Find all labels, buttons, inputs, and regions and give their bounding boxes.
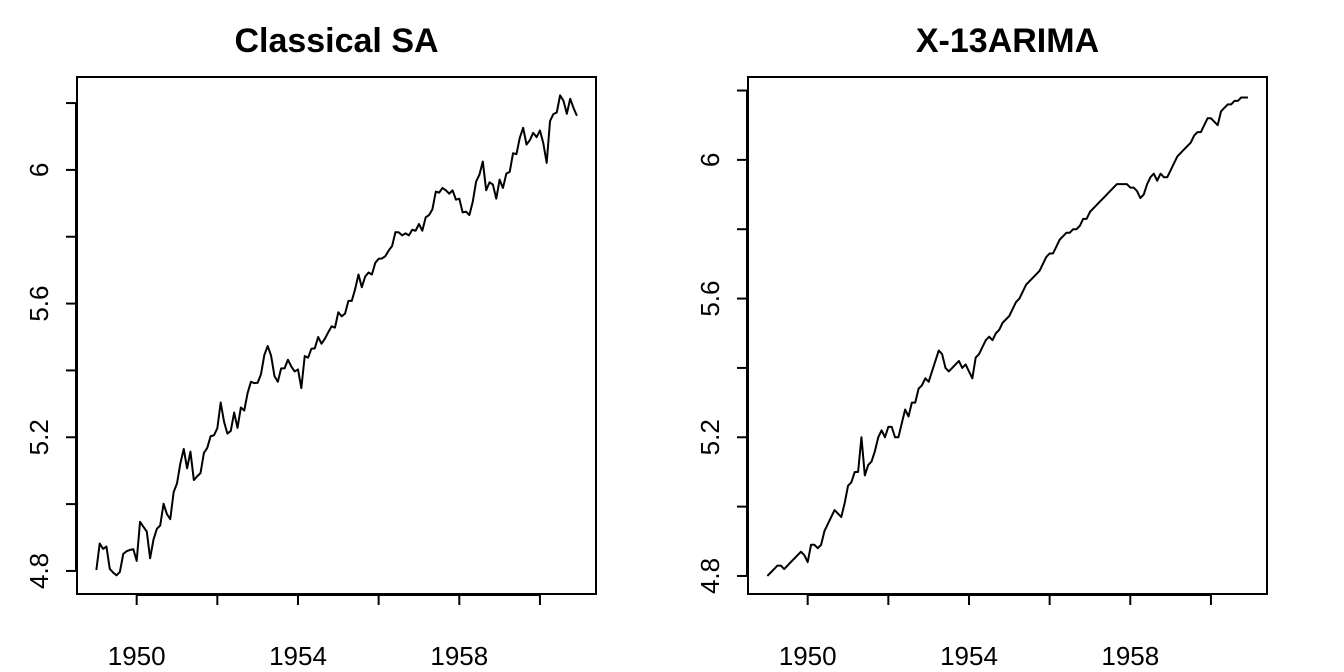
chart-title: Classical SA bbox=[234, 22, 438, 60]
y-tick-label: 4.8 bbox=[24, 553, 54, 589]
x-tick-label: 1954 bbox=[940, 641, 998, 671]
y-tick-label: 5.6 bbox=[695, 280, 725, 316]
x-tick-label: 1958 bbox=[1101, 641, 1159, 671]
y-tick-label: 5.2 bbox=[24, 419, 54, 455]
plot-frame bbox=[76, 76, 597, 595]
x-tick-label: 1958 bbox=[430, 641, 488, 671]
x-tick-label: 1950 bbox=[108, 641, 166, 671]
y-tick-label: 5.6 bbox=[24, 286, 54, 322]
x-tick-label: 1950 bbox=[779, 641, 837, 671]
plot-frame bbox=[747, 76, 1268, 595]
chart-title: X-13ARIMA bbox=[916, 22, 1099, 60]
series-line bbox=[95, 94, 578, 577]
y-tick-label: 6 bbox=[695, 153, 725, 167]
y-tick-label: 4.8 bbox=[695, 558, 725, 594]
series-line bbox=[766, 96, 1248, 577]
x-tick-label: 1954 bbox=[269, 641, 327, 671]
y-tick-label: 5.2 bbox=[695, 419, 725, 455]
y-tick-label: 6 bbox=[24, 163, 54, 177]
